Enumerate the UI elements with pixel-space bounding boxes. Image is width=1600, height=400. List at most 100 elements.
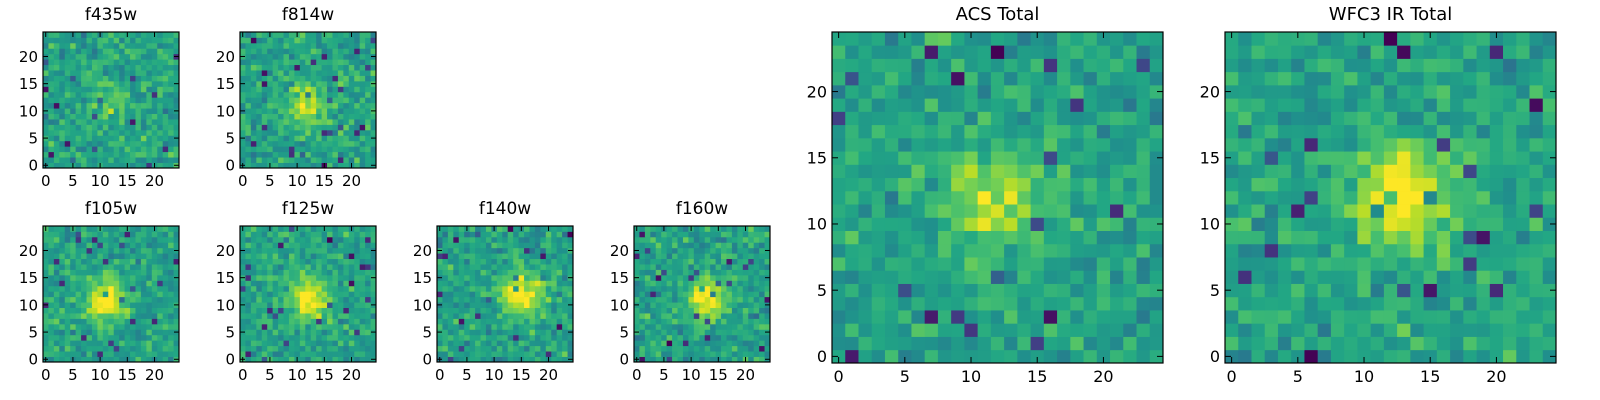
heatmap-cell (86, 64, 93, 71)
heatmap-cell (464, 274, 471, 281)
heatmap-cell (272, 313, 279, 319)
heatmap-cell (496, 307, 503, 314)
heatmap-cell (562, 253, 568, 260)
heatmap-cell (518, 351, 525, 357)
heatmap-cell (348, 75, 355, 82)
heatmap-cell (316, 247, 322, 254)
heatmap-cell (108, 91, 115, 98)
heatmap-cell (726, 231, 733, 238)
heatmap-cell (267, 345, 274, 352)
heatmap-cell (256, 135, 263, 142)
heatmap-cell (447, 264, 454, 270)
heatmap-cell (146, 157, 153, 163)
heatmap-cell (113, 80, 120, 87)
heatmap-cell (453, 356, 460, 363)
heatmap-cell (70, 318, 77, 325)
heatmap-cell (86, 236, 93, 243)
heatmap-cell (1043, 32, 1058, 46)
heatmap-cell (688, 280, 695, 287)
heatmap-cell (354, 75, 361, 82)
heatmap-cell (124, 102, 131, 109)
heatmap-cell (278, 291, 284, 298)
heatmap-cell (715, 258, 722, 265)
heatmap-cell (731, 356, 738, 363)
heatmap-cell (272, 247, 279, 254)
heatmap-cell (70, 302, 77, 308)
heatmap-cell (48, 345, 55, 352)
heatmap-cell (327, 269, 333, 276)
heatmap-cell (1096, 243, 1111, 258)
heatmap-cell (299, 242, 306, 249)
heatmap-cell (119, 135, 125, 142)
heatmap-cell (871, 71, 886, 86)
heatmap-cell (480, 356, 487, 363)
heatmap-cell (327, 253, 333, 260)
heatmap-cell (53, 80, 60, 87)
heatmap-cell (1264, 230, 1279, 245)
heatmap-cell (135, 302, 142, 308)
heatmap-cell (245, 291, 252, 298)
heatmap-cell (447, 280, 454, 287)
heatmap-cell (742, 334, 749, 341)
heatmap-cell (672, 269, 678, 276)
heatmap-cell (871, 257, 886, 271)
heatmap-cell (321, 42, 328, 49)
heatmap-cell (168, 264, 174, 270)
heatmap-cell (305, 157, 312, 163)
heatmap-cell (299, 318, 306, 325)
heatmap-cell (86, 146, 93, 153)
heatmap-cell (250, 264, 257, 270)
heatmap-cell (173, 318, 180, 325)
heatmap-cell (964, 243, 979, 258)
heatmap-cell (168, 285, 174, 292)
heatmap-cell (48, 307, 55, 314)
heatmap-cell (53, 157, 60, 163)
heatmap-cell (556, 231, 563, 238)
heatmap-cell (677, 345, 684, 352)
heatmap-cell (267, 269, 274, 276)
heatmap-cell (370, 313, 377, 319)
heatmap-cell (1291, 243, 1305, 258)
heatmap-cell (1083, 177, 1098, 192)
heatmap-cell (278, 318, 284, 325)
heatmap-cell (113, 113, 120, 120)
heatmap-cell (256, 302, 263, 308)
heatmap-cell (447, 285, 454, 292)
heatmap-cell (721, 247, 727, 254)
heatmap-cell (348, 140, 355, 147)
heatmap-cell (1277, 349, 1292, 364)
heatmap-cell (168, 135, 174, 142)
heatmap-cell (359, 129, 366, 136)
heatmap-cell (278, 59, 284, 66)
heatmap-cell (327, 280, 333, 287)
heatmap-cell (437, 253, 443, 260)
heatmap-cell (365, 91, 371, 98)
heatmap-cell (551, 296, 558, 303)
heatmap-cell (135, 280, 142, 287)
heatmap-cell (1123, 257, 1137, 271)
heatmap-cell (1503, 257, 1517, 271)
heatmap-cell (370, 280, 377, 287)
heatmap-cell (475, 291, 481, 298)
heatmap-cell (359, 302, 366, 308)
heatmap-cell (97, 53, 104, 60)
heatmap-cell (157, 59, 164, 66)
heatmap-cell (130, 102, 136, 109)
heatmap-cell (1516, 323, 1530, 337)
heatmap-cell (1304, 349, 1319, 364)
heatmap-cell (327, 323, 333, 330)
heatmap-cell (475, 340, 481, 347)
heatmap-cell (1344, 296, 1358, 311)
heatmap-cell (1516, 257, 1530, 271)
heatmap-cell (354, 318, 361, 325)
heatmap-cell (316, 140, 322, 147)
heatmap-cell (81, 91, 87, 98)
heatmap-cell (130, 151, 136, 158)
heatmap-cell (81, 351, 87, 357)
heatmap-cell (672, 329, 678, 336)
heatmap-cell (644, 302, 651, 308)
heatmap-cell (1123, 296, 1137, 311)
heatmap-cell (1291, 270, 1305, 284)
heatmap-cell (343, 302, 350, 308)
